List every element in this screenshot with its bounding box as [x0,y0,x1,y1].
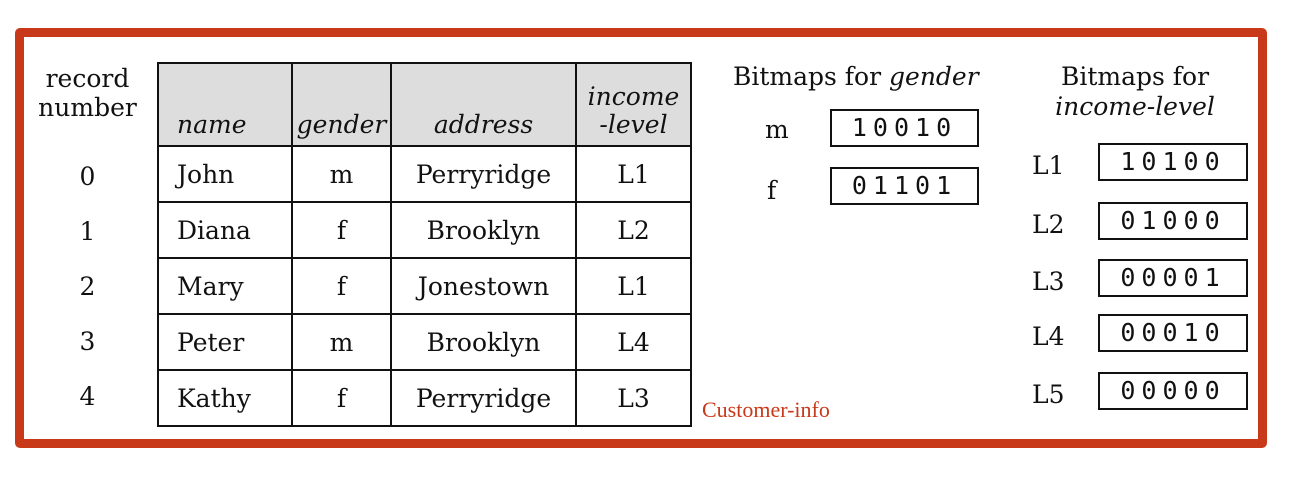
cell-income-level: L1 [575,145,692,203]
customer-info-table: name gender address income -level John m… [157,62,692,427]
bitmap-key-l5: L5 [1032,380,1065,409]
bitmap-key-f: f [767,176,777,205]
cell-name: Diana [157,201,293,259]
bitmap-l5: 00000 [1098,372,1248,410]
record-number-3: 3 [79,327,96,356]
income-bitmaps-title-line2: income-level [1055,92,1215,121]
cell-income-level: L3 [575,369,692,427]
bitmap-l3: 00001 [1098,259,1248,297]
header-gender: gender [291,62,392,147]
income-bitmaps-title: Bitmaps for income-level [1030,62,1240,122]
table-row: Diana f Brooklyn L2 [157,201,692,259]
customer-info-label: Customer-info [702,397,830,422]
table-row: Kathy f Perryridge L3 [157,369,692,427]
cell-gender: m [291,145,392,203]
record-number-4: 4 [79,382,96,411]
cell-address: Brooklyn [390,201,577,259]
income-bitmaps-title-line1: Bitmaps for [1060,62,1210,91]
cell-income-level: L4 [575,313,692,371]
gender-bitmaps-title: Bitmaps for gender [733,62,979,91]
cell-address: Brooklyn [390,313,577,371]
gender-bitmaps-title-attr: gender [889,62,979,91]
cell-gender: f [291,201,392,259]
table-row: Peter m Brooklyn L4 [157,313,692,371]
table-header-row: name gender address income -level [157,62,692,147]
cell-address: Perryridge [390,369,577,427]
cell-name: John [157,145,293,203]
bitmap-key-l1: L1 [1032,151,1065,180]
record-number-1: 1 [79,217,96,246]
cell-address: Perryridge [390,145,577,203]
header-address: address [390,62,577,147]
cell-gender: f [291,257,392,315]
gender-bitmaps-title-text: Bitmaps for [733,62,890,91]
bitmap-key-l3: L3 [1032,267,1065,296]
cell-name: Kathy [157,369,293,427]
cell-address: Jonestown [390,257,577,315]
bitmap-key-l2: L2 [1032,210,1065,239]
header-income-level-line2: -level [599,110,668,139]
header-name: name [157,62,293,147]
cell-name: Mary [157,257,293,315]
bitmap-key-m: m [765,115,789,144]
header-income-level-line1: income [587,82,680,111]
record-number-header-line2: number [38,93,137,122]
cell-income-level: L1 [575,257,692,315]
header-income-level: income -level [575,62,692,147]
bitmap-l4: 00010 [1098,314,1248,352]
bitmap-key-l4: L4 [1032,322,1065,351]
record-number-header-line1: record [45,64,130,93]
bitmap-l1: 10100 [1098,143,1248,181]
record-number-header: record number [30,64,145,122]
record-number-2: 2 [79,272,96,301]
cell-gender: f [291,369,392,427]
table-row: John m Perryridge L1 [157,145,692,203]
table-row: Mary f Jonestown L1 [157,257,692,315]
bitmap-l2: 01000 [1098,202,1248,240]
cell-name: Peter [157,313,293,371]
record-number-0: 0 [79,162,96,191]
bitmap-m: 10010 [830,109,979,147]
cell-income-level: L2 [575,201,692,259]
bitmap-f: 01101 [830,167,979,205]
cell-gender: m [291,313,392,371]
